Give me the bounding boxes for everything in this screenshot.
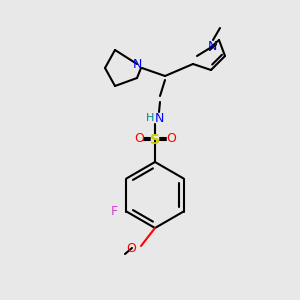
Text: N: N xyxy=(132,58,142,70)
Text: S: S xyxy=(150,133,160,147)
Text: N: N xyxy=(154,112,164,124)
Text: H: H xyxy=(146,113,154,123)
Text: F: F xyxy=(111,205,118,218)
Text: O: O xyxy=(134,133,144,146)
Text: O: O xyxy=(166,133,176,146)
Text: N: N xyxy=(207,40,217,52)
Text: O: O xyxy=(126,242,136,254)
